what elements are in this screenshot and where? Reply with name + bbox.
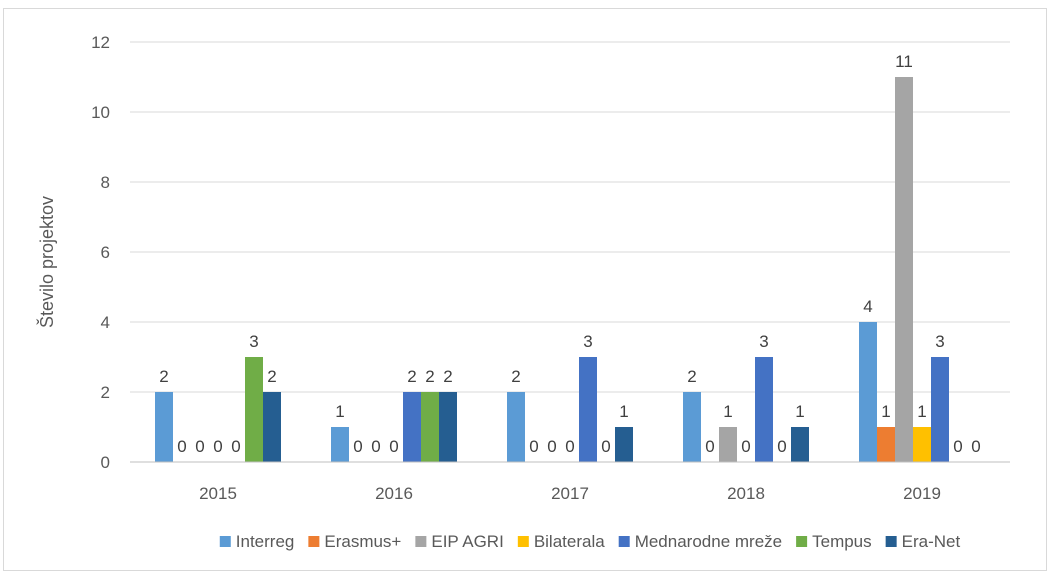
y-tick-label: 0 [101, 453, 110, 472]
data-label: 0 [177, 437, 186, 456]
data-label: 1 [723, 402, 732, 421]
data-label: 0 [705, 437, 714, 456]
x-axis-ticks: 2015 2016 2017 2018 2019 [199, 484, 941, 503]
data-label: 0 [371, 437, 380, 456]
y-tick-label: 2 [101, 383, 110, 402]
data-label: 2 [687, 367, 696, 386]
x-tick-label: 2015 [199, 484, 237, 503]
data-label: 11 [895, 52, 913, 71]
data-label: 2 [511, 367, 520, 386]
y-tick-label: 12 [91, 33, 110, 52]
bar [439, 392, 457, 462]
bar [507, 392, 525, 462]
data-label: 2 [425, 367, 434, 386]
bar [683, 392, 701, 462]
bar [859, 322, 877, 462]
bar [719, 427, 737, 462]
data-label: 1 [917, 402, 926, 421]
x-tick-label: 2016 [375, 484, 413, 503]
data-label: 0 [777, 437, 786, 456]
y-tick-label: 8 [101, 173, 110, 192]
bar [913, 427, 931, 462]
legend-item: Erasmus+ [308, 532, 401, 551]
legend-swatch [796, 536, 808, 547]
bar [155, 392, 173, 462]
bar [755, 357, 773, 462]
bar [931, 357, 949, 462]
bar [579, 357, 597, 462]
data-label: 1 [795, 402, 804, 421]
bar [403, 392, 421, 462]
legend-item: Interreg [219, 532, 295, 551]
data-label: 3 [249, 332, 258, 351]
data-label: 2 [443, 367, 452, 386]
data-label: 0 [195, 437, 204, 456]
legend-label: Mednarodne mreže [635, 532, 782, 551]
legend-label: Bilaterala [534, 532, 605, 551]
bar [331, 427, 349, 462]
legend-swatch [618, 536, 630, 547]
legend-item: Mednarodne mreže [618, 532, 782, 551]
data-label: 3 [759, 332, 768, 351]
data-label: 1 [881, 402, 890, 421]
gridlines [130, 41, 1010, 393]
legend: Interreg Erasmus+ EIP AGRI Bilaterala Mednar… [219, 532, 961, 551]
data-label: 2 [159, 367, 168, 386]
y-axis-title: Število projektov [36, 196, 57, 328]
data-label: 2 [407, 367, 416, 386]
legend-swatch [219, 536, 231, 547]
data-label: 0 [565, 437, 574, 456]
chart-frame [3, 8, 1047, 571]
data-label: 0 [601, 437, 610, 456]
legend-label: Erasmus+ [324, 532, 401, 551]
data-label: 2 [267, 367, 276, 386]
data-label: 0 [529, 437, 538, 456]
data-label: 0 [213, 437, 222, 456]
bar [421, 392, 439, 462]
data-label: 0 [741, 437, 750, 456]
bar [615, 427, 633, 462]
y-tick-label: 6 [101, 243, 110, 262]
data-label: 1 [335, 402, 344, 421]
legend-item: Era-Net [885, 532, 961, 551]
data-label: 4 [863, 297, 872, 316]
data-label: 0 [231, 437, 240, 456]
data-label: 3 [583, 332, 592, 351]
legend-label: Tempus [812, 532, 872, 551]
data-label: 0 [953, 437, 962, 456]
x-tick-label: 2018 [727, 484, 765, 503]
legend-swatch [517, 536, 529, 547]
bars [155, 77, 949, 462]
legend-swatch [415, 536, 427, 547]
legend-swatch [885, 536, 897, 547]
y-tick-label: 10 [91, 103, 110, 122]
data-label: 0 [971, 437, 980, 456]
legend-label: Era-Net [902, 532, 961, 551]
legend-swatch [308, 536, 320, 547]
data-label: 0 [547, 437, 556, 456]
legend-label: Interreg [236, 532, 295, 551]
bar [245, 357, 263, 462]
data-label: 0 [353, 437, 362, 456]
x-tick-label: 2017 [551, 484, 589, 503]
x-tick-label: 2019 [903, 484, 941, 503]
legend-item: Bilaterala [517, 532, 605, 551]
bar [791, 427, 809, 462]
bar [877, 427, 895, 462]
bar [895, 77, 913, 462]
data-label: 1 [619, 402, 628, 421]
legend-item: EIP AGRI [415, 532, 504, 551]
bar [263, 392, 281, 462]
legend-label: EIP AGRI [431, 532, 503, 551]
y-axis-ticks: 0 2 4 6 8 10 12 [91, 33, 110, 472]
legend-item: Tempus [796, 532, 872, 551]
data-label: 3 [935, 332, 944, 351]
y-tick-label: 4 [101, 313, 110, 332]
data-label: 0 [389, 437, 398, 456]
